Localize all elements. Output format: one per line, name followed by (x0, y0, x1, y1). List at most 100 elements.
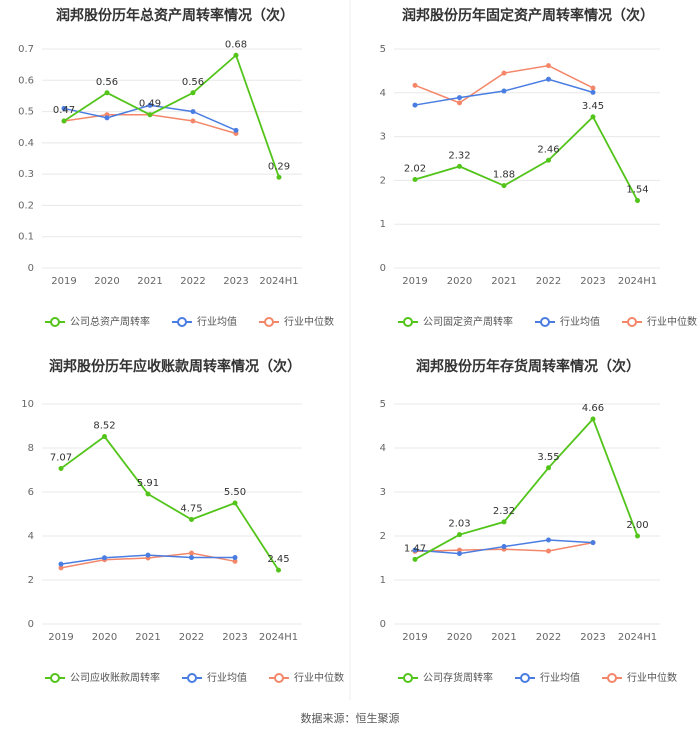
legend-swatch-marker (627, 317, 637, 327)
data-point (232, 555, 238, 561)
series-company: 7.07 8.52 5.91 4.75 5.50 2.45 (50, 421, 290, 573)
data-point (546, 548, 551, 554)
series-industry-median (412, 63, 596, 106)
chart-title: 润邦股份历年总资产周转率情况（次） (56, 7, 294, 24)
legend-item: 行业均值 (515, 671, 580, 684)
y-tick-label: 8 (28, 443, 34, 454)
legend-item: 行业中位数 (259, 315, 334, 328)
legend-label: 行业中位数 (627, 671, 677, 684)
data-point (233, 52, 239, 58)
legend-swatch-marker (187, 673, 197, 683)
x-tick-label: 2023 (580, 276, 605, 287)
data-label: 4.66 (582, 403, 604, 414)
legend-swatch-marker (607, 673, 617, 683)
data-point (412, 547, 418, 553)
data-point (546, 157, 551, 163)
y-tick-label: 2 (28, 575, 34, 586)
x-tick-label: 2023 (222, 632, 247, 643)
data-label: 3.45 (582, 101, 604, 112)
data-point (61, 118, 67, 124)
legend-item: 行业中位数 (622, 315, 697, 328)
legend-label: 行业中位数 (284, 315, 334, 328)
data-point (590, 85, 596, 91)
x-tick-label: 2022 (180, 276, 205, 287)
y-tick-label: 0 (380, 263, 386, 274)
data-label: 2.32 (448, 150, 470, 161)
data-point (546, 537, 551, 543)
chart-2: 润邦股份历年固定资产周转率情况（次） 0 1 2 3 4 5 2019 2020 2021 2022… (380, 7, 697, 328)
y-tick-label: 1 (380, 575, 386, 586)
y-tick-label: 0.1 (18, 232, 34, 243)
y-tick-label: 0 (28, 619, 34, 630)
y-tick-label: 0 (380, 619, 386, 630)
legend-swatch-marker (520, 673, 530, 683)
x-tick-label: 2021 (137, 276, 162, 287)
legend-item: 公司总资产周转率 (45, 315, 150, 328)
data-point (232, 500, 238, 506)
data-point (104, 115, 110, 121)
legend-label: 行业均值 (197, 315, 237, 328)
legend: 公司固定资产周转率 行业均值 行业中位数 (398, 315, 697, 328)
data-label: 1.47 (404, 543, 426, 554)
data-point (457, 95, 462, 101)
data-point (635, 198, 640, 204)
legend-label: 公司固定资产周转率 (423, 315, 513, 328)
legend-swatch-marker (403, 673, 413, 683)
y-tick-label: 0.6 (18, 75, 34, 86)
data-point (412, 177, 418, 183)
data-label: 7.07 (50, 452, 72, 463)
series-company: 0.47 0.56 0.49 0.56 0.68 0.29 (53, 39, 290, 180)
data-point (546, 465, 551, 471)
data-label: 0.29 (268, 161, 290, 172)
x-tick-label: 2021 (491, 632, 516, 643)
data-label: 0.56 (96, 77, 118, 88)
y-tick-label: 0.7 (18, 44, 34, 55)
data-label: 2.02 (404, 164, 426, 175)
series-line (63, 113, 237, 135)
x-tick-label: 2022 (536, 632, 561, 643)
series-line (63, 53, 280, 178)
legend-item: 公司固定资产周转率 (398, 315, 513, 328)
data-point (412, 82, 418, 88)
data-label: 2.32 (493, 506, 515, 517)
data-point (590, 89, 596, 95)
data-label: 0.49 (139, 99, 161, 110)
data-point (189, 550, 194, 556)
data-point (276, 174, 282, 180)
legend: 公司总资产周转率 行业均值 行业中位数 (45, 315, 334, 328)
data-label: 0.68 (225, 39, 247, 50)
x-tick-label: 2019 (402, 632, 427, 643)
y-tick-label: 0 (28, 263, 34, 274)
x-tick-label: 2019 (402, 276, 427, 287)
data-point (58, 561, 64, 567)
legend-item: 行业中位数 (602, 671, 677, 684)
legend-label: 行业均值 (560, 315, 600, 328)
y-tick-label: 5 (380, 44, 386, 55)
series-line (60, 435, 280, 571)
data-point (457, 163, 462, 169)
data-point (147, 102, 153, 108)
data-point (590, 416, 596, 422)
data-point (590, 114, 596, 120)
legend-swatch-marker (403, 317, 413, 327)
y-tick-label: 5 (380, 399, 386, 410)
x-tick-label: 2021 (491, 276, 516, 287)
data-point (546, 76, 551, 82)
legend-swatch-marker (50, 673, 60, 683)
data-label: 1.54 (626, 185, 648, 196)
x-tick-label: 2024H1 (259, 632, 298, 643)
data-label: 2.00 (626, 520, 648, 531)
y-tick-label: 4 (28, 531, 34, 542)
legend-label: 行业均值 (207, 671, 247, 684)
data-point (233, 127, 239, 133)
data-point (189, 555, 194, 561)
chart-title: 润邦股份历年应收账款周转率情况（次） (49, 358, 301, 375)
data-point (457, 100, 462, 106)
data-point (189, 517, 194, 522)
legend-swatch-marker (274, 673, 284, 683)
data-point (635, 533, 640, 539)
y-tick-label: 4 (380, 443, 386, 454)
chart-3: 润邦股份历年应收账款周转率情况（次） 0 2 4 6 8 10 2019 2020 2021 202… (21, 358, 344, 684)
series-line (414, 115, 639, 201)
x-tick-label: 2023 (580, 632, 605, 643)
